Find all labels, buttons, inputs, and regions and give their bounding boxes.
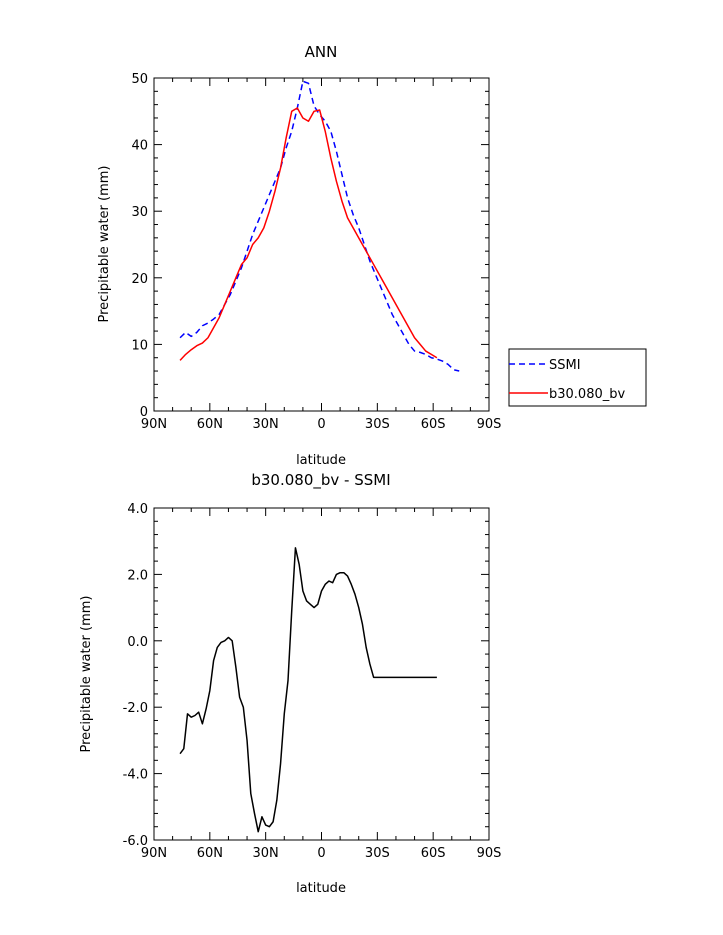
top-x-tick-label: 60S <box>421 417 446 432</box>
bottom-plot-area: 90N 60N 30N 0 30S 60S 90S -6.0 -4.0 -2.0 0.0 2.0 4.0 <box>123 502 502 861</box>
top-x-tick-label: 30S <box>365 417 390 432</box>
top-chart-legend: SSMI b30.080_bv <box>508 348 647 407</box>
bottom-x-tick-label: 90N <box>141 846 167 861</box>
bottom-y-tick-label: -6.0 <box>123 834 148 849</box>
top-chart-ylabel: Precipitable water (mm) <box>97 166 112 323</box>
bottom-x-tick-label: 30N <box>253 846 279 861</box>
top-series-line-0 <box>179 80 460 372</box>
bottom-series-line-0 <box>179 547 437 833</box>
bottom-x-tick-label: 0 <box>317 846 325 861</box>
top-chart-title: ANN <box>305 43 338 61</box>
top-plot-area: 90N 60N 30N 0 30S 60S 90S 0 10 20 30 40 50 <box>131 72 501 432</box>
bottom-chart-panel: b30.080_bv - SSMI latitude Precipitable … <box>79 471 501 896</box>
bottom-x-tick-label: 30S <box>365 846 390 861</box>
top-y-tick-label: 10 <box>131 338 148 353</box>
top-x-tick-label: 90S <box>477 417 502 432</box>
bottom-x-tick-label: 60N <box>197 846 223 861</box>
bottom-y-tick-label: -4.0 <box>123 768 148 783</box>
top-y-tick-label: 30 <box>131 205 148 220</box>
bottom-y-tick-label: -2.0 <box>123 701 148 716</box>
bottom-chart-xlabel: latitude <box>296 881 346 896</box>
legend-label-ssmi: SSMI <box>549 358 581 373</box>
top-x-tick-label: 30N <box>253 417 279 432</box>
top-x-tick-label: 60N <box>197 417 223 432</box>
legend-box <box>508 348 647 407</box>
legend-label-b30: b30.080_bv <box>549 387 625 402</box>
top-x-tick-label: 0 <box>317 417 325 432</box>
top-y-tick-label: 50 <box>131 72 148 87</box>
bottom-y-tick-label: 2.0 <box>127 568 148 583</box>
bottom-x-tick-label: 60S <box>421 846 446 861</box>
top-plot-frame <box>153 77 490 412</box>
top-chart-xlabel: latitude <box>296 453 346 468</box>
bottom-plot-frame <box>153 507 490 841</box>
top-chart-panel: ANN latitude Precipitable water (mm) 90N… <box>97 43 647 468</box>
top-y-tick-label: 40 <box>131 139 148 154</box>
top-series-line-1 <box>179 107 438 361</box>
bottom-y-tick-label: 0.0 <box>127 635 148 650</box>
bottom-x-tick-label: 90S <box>477 846 502 861</box>
bottom-chart-ylabel: Precipitable water (mm) <box>79 596 94 753</box>
top-y-tick-label: 0 <box>140 405 148 420</box>
top-y-tick-label: 20 <box>131 272 148 287</box>
top-x-tick-label: 90N <box>141 417 167 432</box>
bottom-chart-title: b30.080_bv - SSMI <box>251 471 390 490</box>
bottom-y-tick-label: 4.0 <box>127 502 148 517</box>
